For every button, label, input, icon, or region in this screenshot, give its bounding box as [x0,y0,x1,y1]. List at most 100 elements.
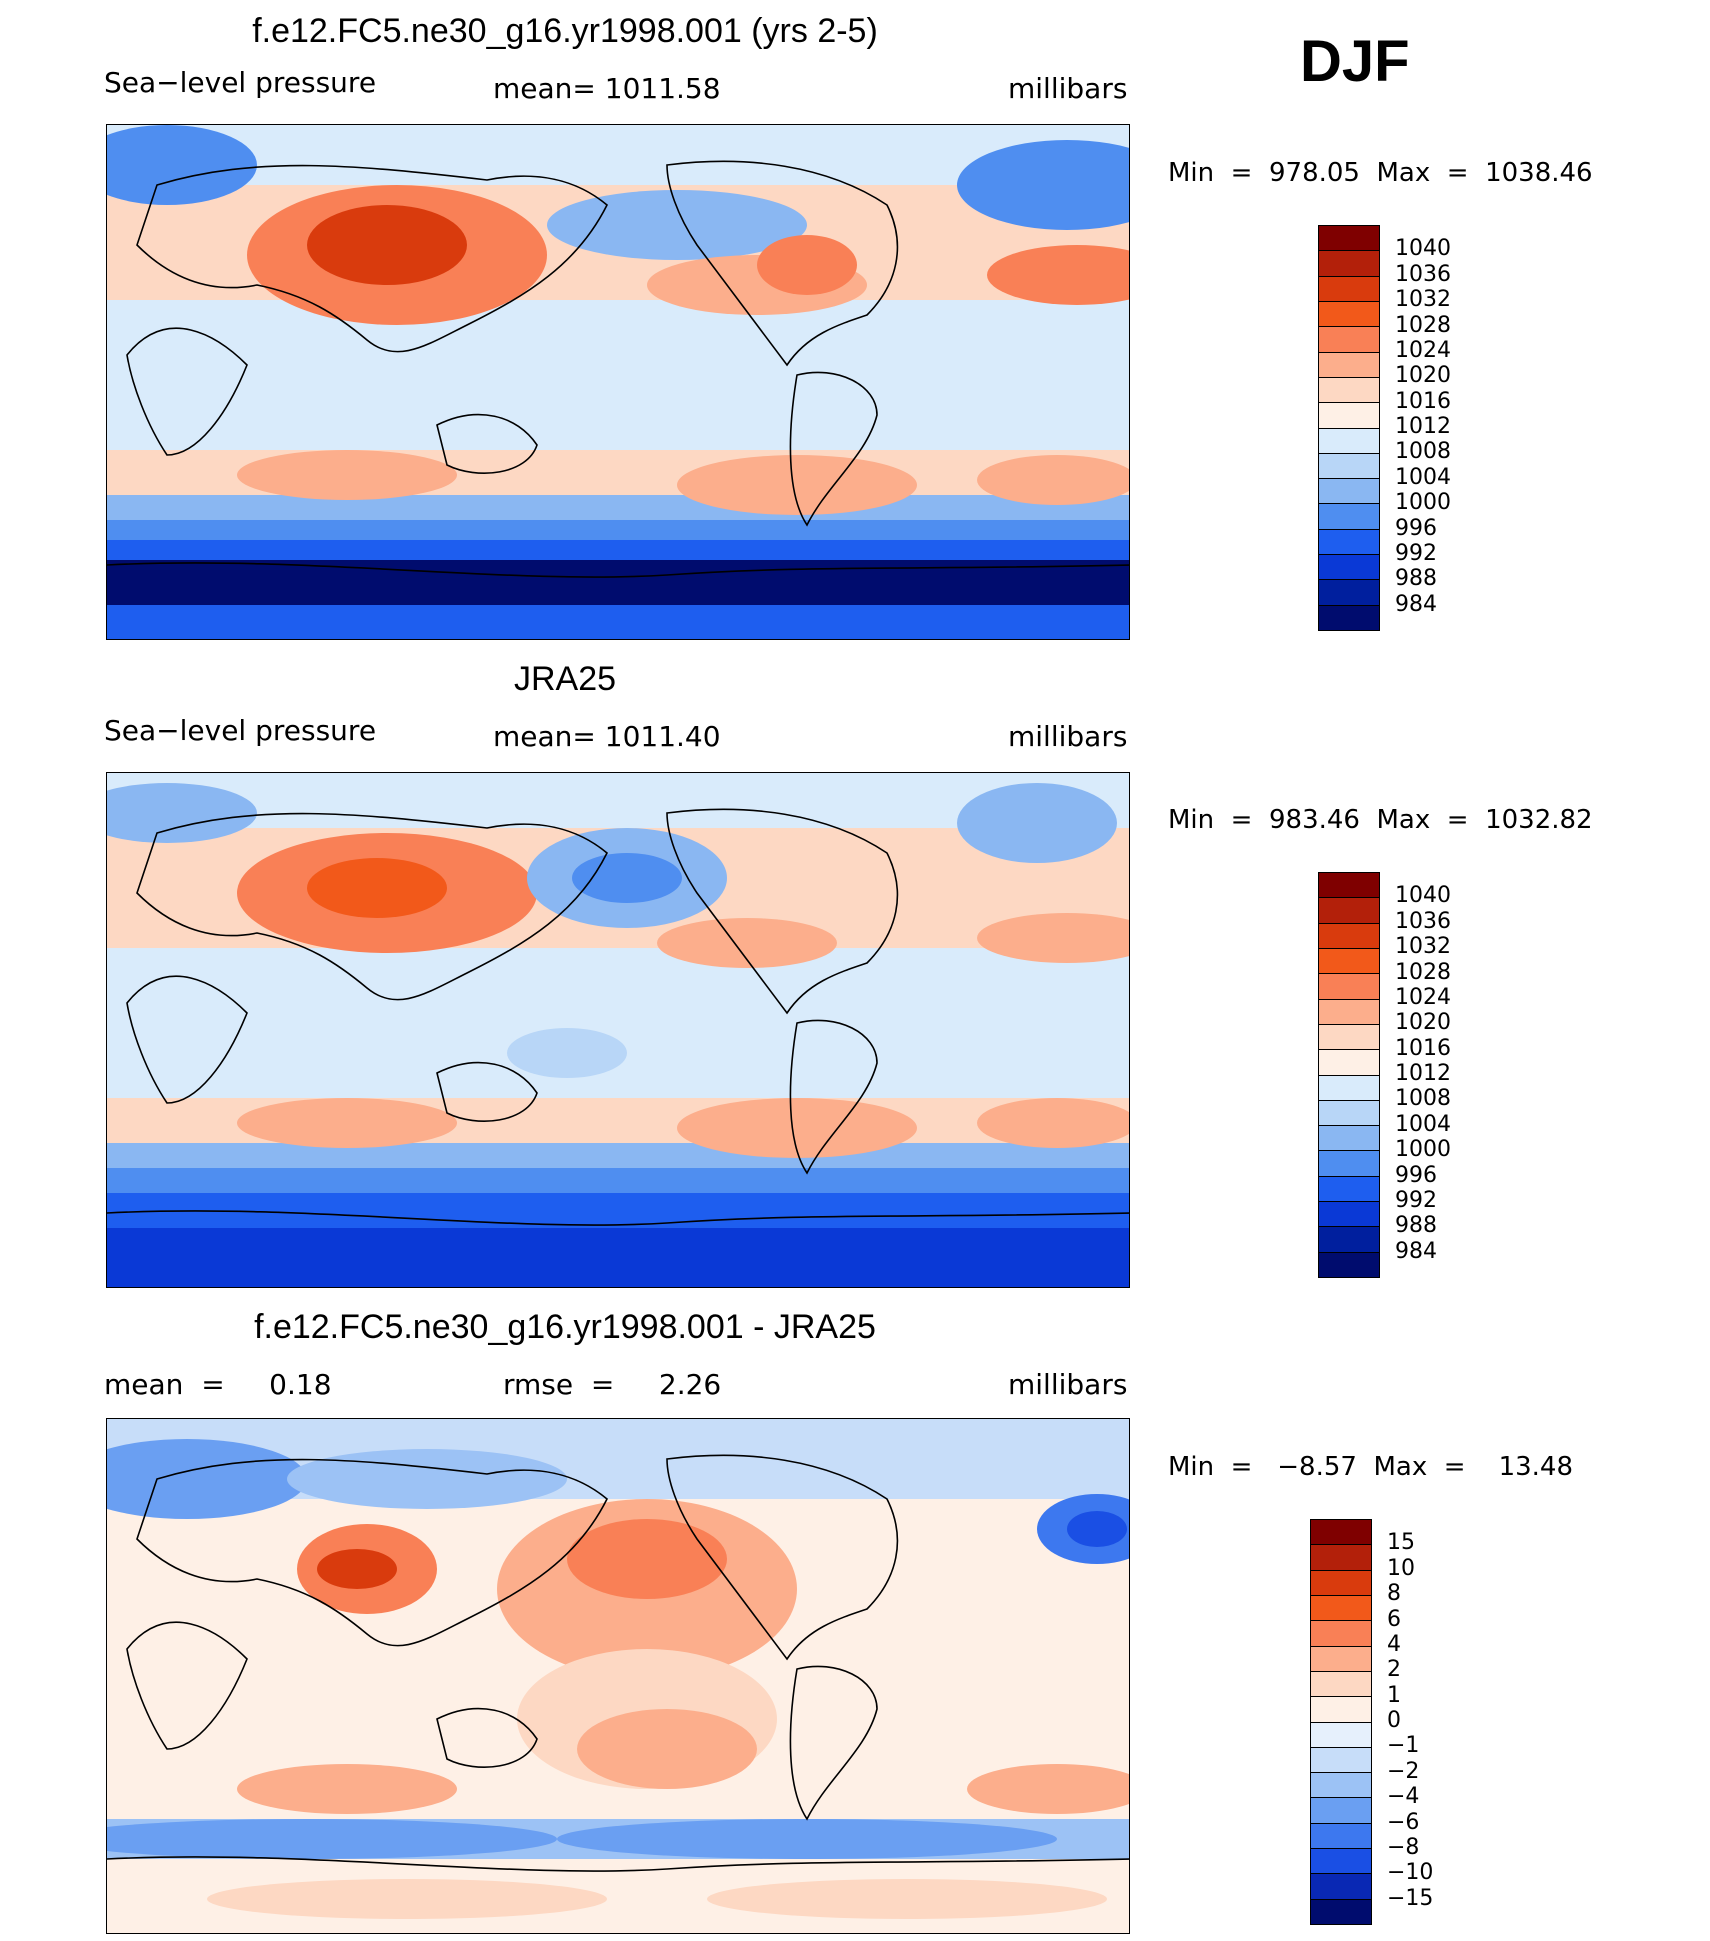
north-america-outline [666,160,899,367]
colorbar-swatch [1319,974,1379,1000]
africa-outline [126,327,248,456]
colorbar-swatch [1319,873,1379,899]
panel-1-colorbar-labels: 1040 1036 1032 1028 1024 1020 1016 1012 1008 1004… [1395,225,1475,631]
colorbar-swatch [1319,377,1379,404]
colorbar-tick-label: 1004 [1395,464,1451,490]
panel-2-map [106,772,1130,1288]
colorbar-swatch [1319,251,1379,277]
colorbar-swatch [1311,1798,1371,1824]
panel-2-variable-label: Sea−level pressure [104,714,377,747]
colorbar-tick-label: 992 [1395,540,1437,566]
colorbar-swatch [1319,529,1379,556]
colorbar-swatch [1319,1176,1379,1203]
panel-2-mean-label: mean= 1011.40 [493,720,721,753]
season-label: DJF [1300,29,1410,94]
colorbar-swatch [1319,1050,1379,1076]
colorbar-tick-label: −2 [1387,1758,1420,1784]
colorbar-tick-label: 1028 [1395,312,1451,338]
colorbar-tick-label: 1040 [1395,883,1451,909]
colorbar-swatch [1311,1595,1371,1622]
panel-2-colorbar-labels: 1040 1036 1032 1028 1024 1020 1016 1012 1008 1004… [1395,872,1475,1278]
panel-1-minmax: Min = 978.05 Max = 1038.46 [1168,158,1593,188]
colorbar-swatch [1319,226,1379,252]
panel-1-title: f.e12.FC5.ne30_g16.yr1998.001 (yrs 2-5) [252,12,878,50]
panel-1-mean-label: mean= 1011.58 [493,72,721,105]
colorbar-swatch [1319,1024,1379,1051]
colorbar-tick-label: 1020 [1395,363,1451,389]
colorbar-tick-label: 1032 [1395,934,1451,960]
tropics-band [107,300,1129,450]
colorbar-swatch [1319,301,1379,328]
colorbar-swatch [1319,504,1379,530]
colorbar-swatch [1319,453,1379,480]
colorbar-tick-label: −1 [1387,1733,1420,1759]
colorbar-swatch [1319,605,1379,630]
colorbar-tick-label: 8 [1387,1581,1401,1607]
colorbar-tick-label: 988 [1395,566,1437,592]
colorbar-swatch [1311,1849,1371,1875]
panel-2-minmax: Min = 983.46 Max = 1032.82 [1168,805,1593,835]
colorbar-swatch [1311,1570,1371,1596]
colorbar-tick-label: −15 [1387,1885,1434,1911]
panel-2-units-label: millibars [1008,720,1128,753]
colorbar-swatch [1311,1874,1371,1900]
colorbar-swatch [1319,479,1379,505]
colorbar-swatch [1319,1202,1379,1228]
panel-3-mean-label: mean = 0.18 [104,1368,332,1401]
colorbar-tick-label: 4 [1387,1631,1401,1657]
colorbar-tick-label: 1000 [1395,490,1451,516]
colorbar-tick-label: 15 [1387,1530,1415,1556]
panel-3-colorbar [1310,1519,1372,1925]
colorbar-tick-label: 988 [1395,1213,1437,1239]
colorbar-swatch [1319,1100,1379,1127]
eurasia-outline [136,164,608,353]
colorbar-swatch [1319,1252,1379,1277]
colorbar-tick-label: 1012 [1395,1061,1451,1086]
colorbar-tick-label: −10 [1387,1860,1434,1886]
colorbar-tick-label: 1000 [1395,1137,1451,1163]
colorbar-tick-label: 1016 [1395,388,1451,414]
colorbar-swatch [1311,1773,1371,1799]
colorbar-tick-label: −6 [1387,1809,1420,1835]
colorbar-swatch [1319,923,1379,949]
panel-3-title: f.e12.FC5.ne30_g16.yr1998.001 - JRA25 [254,1308,876,1346]
colorbar-tick-label: 1036 [1395,908,1451,934]
panel-1-map [106,124,1130,640]
colorbar-swatch [1311,1697,1371,1723]
arctic-band [107,125,1129,185]
colorbar-swatch [1319,1126,1379,1152]
colorbar-tick-label: −8 [1387,1834,1420,1860]
australia-outline [436,413,538,474]
colorbar-tick-label: 1020 [1395,1010,1451,1036]
colorbar-swatch [1319,403,1379,429]
colorbar-tick-label: −4 [1387,1784,1420,1810]
colorbar-tick-label: 2 [1387,1657,1401,1683]
panel-2-colorbar [1318,872,1380,1278]
panel-1-colorbar [1318,225,1380,631]
panel-1-variable-label: Sea−level pressure [104,66,377,99]
colorbar-swatch [1319,428,1379,454]
colorbar-swatch [1319,1151,1379,1177]
colorbar-tick-label: 1008 [1395,439,1451,465]
colorbar-tick-label: 1028 [1395,959,1451,985]
colorbar-tick-label: 1040 [1395,236,1451,262]
colorbar-tick-label: 6 [1387,1606,1401,1632]
panel-3-units-label: millibars [1008,1368,1128,1401]
colorbar-tick-label: 984 [1395,591,1437,617]
south-america-outline [789,371,878,527]
colorbar-swatch [1319,948,1379,975]
colorbar-swatch [1311,1722,1371,1748]
colorbar-swatch [1319,555,1379,581]
antarctica-outline [107,562,1129,578]
panel-3-map [106,1418,1130,1934]
colorbar-swatch [1319,1227,1379,1253]
colorbar-tick-label: 10 [1387,1555,1415,1581]
colorbar-swatch [1319,898,1379,924]
colorbar-swatch [1319,999,1379,1025]
panel-2-title: JRA25 [513,660,617,698]
colorbar-swatch [1311,1545,1371,1571]
colorbar-tick-label: 1024 [1395,337,1451,363]
colorbar-swatch [1311,1747,1371,1774]
colorbar-tick-label: 996 [1395,515,1437,541]
colorbar-swatch [1319,276,1379,302]
